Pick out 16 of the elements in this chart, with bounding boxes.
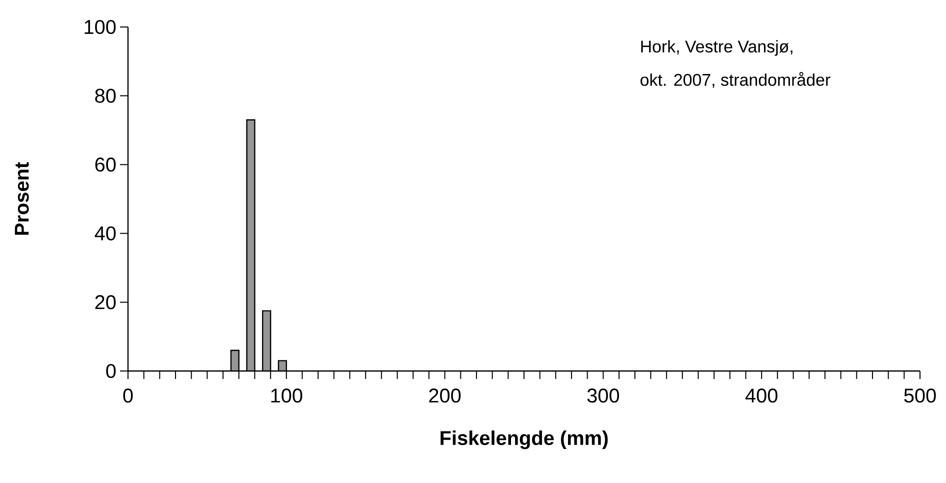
x-tick-label: 200 (429, 388, 461, 403)
x-tick-label: 100 (271, 388, 302, 403)
y-tick-label: 20 (95, 295, 116, 310)
y-tick-label: 100 (84, 20, 116, 34)
y-tick-label: 40 (94, 226, 116, 240)
x-tick-label: 300 (587, 388, 620, 403)
annotation: Hork, Vestre Vansjø, (641, 40, 792, 56)
x-tick-label: 400 (745, 388, 778, 403)
x-tick-label: 500 (904, 388, 936, 403)
x-axis-title: Fiskelengde (mm) (440, 430, 608, 450)
annotation: okt. 2007, strandområder (640, 72, 830, 88)
x-tick-label: 0 (123, 388, 133, 403)
y-tick-label: 0 (106, 364, 116, 378)
y-tick-label: 60 (95, 158, 116, 172)
y-axis-title: Prosent (14, 162, 29, 235)
y-tick-label: 80 (95, 88, 116, 103)
